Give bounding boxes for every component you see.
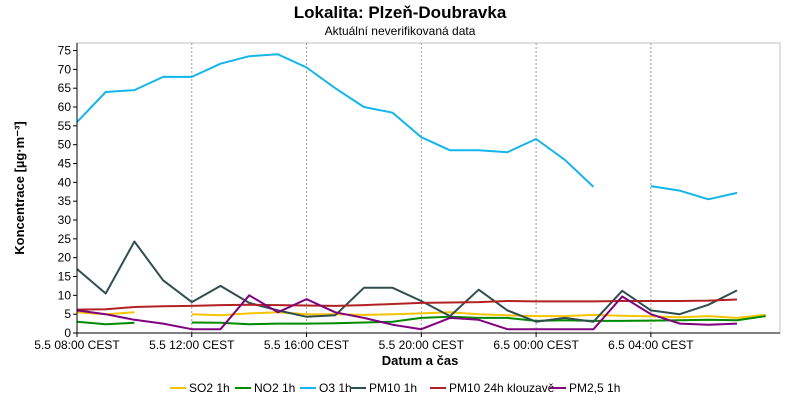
y-tick-label: 30 — [58, 213, 72, 227]
series-pm10-24h-klouzave — [76, 298, 738, 311]
plot-area: 0 5 10 15 20 25 30 35 40 45 50 55 60 65 70 75 5.5 08:00… — [34, 42, 781, 352]
y-tick-label: 65 — [58, 81, 72, 95]
y-tick-label: 15 — [58, 270, 72, 284]
series-line-pm2-5-1h — [76, 294, 738, 331]
legend-label: SO2 1h — [189, 381, 230, 395]
legend-label: PM10 1h — [369, 381, 417, 395]
x-tick-label: 5.5 12:00 CEST — [149, 338, 235, 352]
legend-label: O3 1h — [319, 381, 352, 395]
y-tick-label: 45 — [58, 157, 72, 171]
y-tick-label: 0 — [64, 326, 71, 340]
chart-subtitle: Aktuální neverifikovaná data — [325, 24, 476, 38]
y-tick-label: 60 — [58, 100, 72, 114]
plot-background — [76, 42, 781, 334]
legend-label: NO2 1h — [254, 381, 295, 395]
legend-item[interactable]: PM10 1h — [350, 381, 417, 395]
series-line-pm10-24h-klouzave — [76, 298, 738, 311]
chart-title: Lokalita: Plzeň-Doubravka — [294, 3, 507, 22]
y-tick-label: 10 — [58, 288, 72, 302]
y-tick-label: 50 — [58, 138, 72, 152]
x-tick-label: 5.5 08:00 CEST — [34, 338, 120, 352]
series-pm2-5-1h — [76, 294, 738, 331]
series-line-o3-1h — [650, 185, 738, 201]
legend: SO2 1h NO2 1h O3 1h PM10 1h PM10 24h klouzav… — [170, 381, 620, 395]
y-axis-title: Koncentrace [µg·m⁻³] — [12, 121, 27, 255]
x-tick-label: 6.5 04:00 CEST — [608, 338, 694, 352]
legend-item[interactable]: O3 1h — [300, 381, 352, 395]
series-line-pm10-1h — [76, 240, 738, 323]
y-tick-label: 55 — [58, 119, 72, 133]
y-tick-label: 20 — [58, 251, 72, 265]
series-line-no2-1h — [76, 320, 135, 326]
legend-label: PM10 24h klouzavě — [449, 381, 555, 395]
legend-item[interactable]: PM10 24h klouzavě — [430, 381, 555, 395]
x-tick-label: 5.5 16:00 CEST — [264, 338, 350, 352]
series-pm10-1h — [76, 240, 738, 323]
series-line-o3-1h — [76, 53, 595, 188]
series-layer — [76, 53, 766, 331]
y-tick-label: 40 — [58, 175, 72, 189]
x-tick-label: 5.5 20:00 CEST — [379, 338, 465, 352]
x-axis-ticks: 5.5 08:00 CEST 5.5 12:00 CEST 5.5 16:00 CE… — [34, 332, 780, 352]
y-tick-label: 35 — [58, 194, 72, 208]
y-tick-label: 70 — [58, 62, 72, 76]
series-o3-1h — [76, 53, 738, 201]
legend-label: PM2,5 1h — [569, 381, 620, 395]
x-axis-title: Datum a čas — [382, 353, 459, 368]
y-axis-ticks: 0 5 10 15 20 25 30 35 40 45 50 55 60 65 70 75 — [58, 43, 78, 340]
legend-item[interactable]: NO2 1h — [235, 381, 295, 395]
y-tick-label: 75 — [58, 44, 72, 58]
x-tick-label: 6.5 00:00 CEST — [493, 338, 579, 352]
legend-item[interactable]: SO2 1h — [170, 381, 230, 395]
y-tick-label: 5 — [64, 307, 71, 321]
y-tick-label: 25 — [58, 232, 72, 246]
legend-item[interactable]: PM2,5 1h — [550, 381, 620, 395]
